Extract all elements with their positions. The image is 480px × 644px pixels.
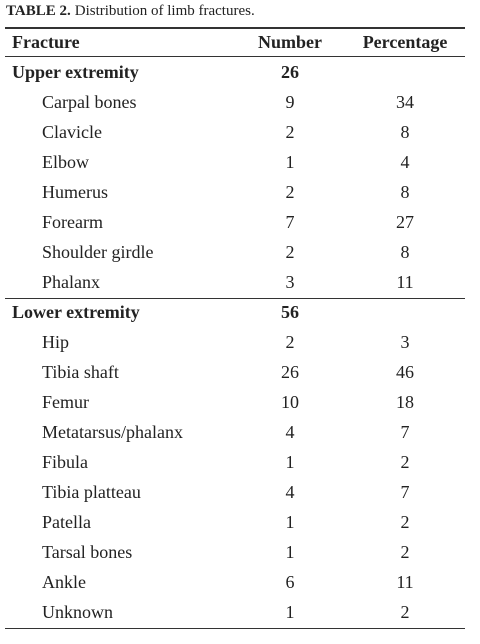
caption-label: TABLE 2. bbox=[6, 3, 71, 19]
group-name: Lower extremity bbox=[12, 302, 140, 322]
group-rule bbox=[5, 298, 465, 299]
fracture-number: 2 bbox=[285, 122, 295, 142]
fracture-number: 2 bbox=[285, 242, 295, 262]
group-total: 26 bbox=[281, 62, 299, 82]
fracture-percentage: 2 bbox=[400, 602, 410, 622]
fracture-percentage: 27 bbox=[396, 212, 414, 232]
group-rule bbox=[5, 628, 465, 629]
fracture-percentage: 8 bbox=[400, 122, 410, 142]
fracture-number: 10 bbox=[281, 392, 299, 412]
fracture-percentage: 3 bbox=[400, 332, 410, 352]
fracture-name: Fibula bbox=[42, 452, 89, 472]
fracture-number: 4 bbox=[285, 482, 295, 502]
fracture-percentage: 2 bbox=[400, 542, 410, 562]
fracture-name: Carpal bones bbox=[42, 92, 137, 112]
fracture-number: 1 bbox=[285, 152, 295, 172]
fracture-number: 1 bbox=[285, 512, 295, 532]
fracture-name: Hip bbox=[42, 332, 69, 352]
fracture-name: Forearm bbox=[42, 212, 103, 232]
fracture-number: 6 bbox=[285, 572, 295, 592]
header-rule bbox=[5, 56, 465, 57]
fracture-name: Clavicle bbox=[42, 122, 102, 142]
fracture-name: Shoulder girdle bbox=[42, 242, 154, 262]
fracture-percentage: 46 bbox=[396, 362, 414, 382]
fracture-number: 7 bbox=[285, 212, 295, 232]
fracture-number: 2 bbox=[285, 332, 295, 352]
fracture-number: 2 bbox=[285, 182, 295, 202]
group-name: Upper extremity bbox=[12, 62, 139, 82]
fracture-percentage: 34 bbox=[396, 92, 414, 112]
fracture-name: Tibia shaft bbox=[42, 362, 119, 382]
fracture-number: 9 bbox=[285, 92, 295, 112]
header-cell: Fracture bbox=[12, 32, 80, 52]
fracture-percentage: 11 bbox=[396, 272, 414, 292]
fracture-name: Tarsal bones bbox=[42, 542, 133, 562]
fracture-percentage: 2 bbox=[400, 512, 410, 532]
fracture-percentage: 8 bbox=[400, 182, 410, 202]
header-cell: Number bbox=[258, 32, 322, 52]
fracture-percentage: 7 bbox=[400, 422, 410, 442]
group-total: 56 bbox=[281, 302, 299, 322]
fracture-percentage: 7 bbox=[400, 482, 410, 502]
fracture-name: Tibia platteau bbox=[42, 482, 141, 502]
caption-text: Distribution of limb fractures. bbox=[74, 3, 255, 19]
fracture-number: 26 bbox=[281, 362, 299, 382]
fracture-name: Elbow bbox=[42, 152, 89, 172]
fracture-number: 3 bbox=[285, 272, 295, 292]
fracture-name: Unknown bbox=[42, 602, 113, 622]
top-rule bbox=[5, 27, 465, 29]
fracture-number: 1 bbox=[285, 602, 295, 622]
fracture-name: Patella bbox=[42, 512, 91, 532]
fracture-number: 4 bbox=[285, 422, 295, 442]
fracture-number: 1 bbox=[285, 542, 295, 562]
fracture-percentage: 18 bbox=[396, 392, 414, 412]
fracture-percentage: 2 bbox=[400, 452, 410, 472]
caption: TABLE 2. Distribution of limb fractures. bbox=[6, 3, 259, 20]
fracture-name: Metatarsus/phalanx bbox=[42, 422, 183, 442]
header-cell: Percentage bbox=[362, 32, 448, 52]
fracture-name: Phalanx bbox=[42, 272, 100, 292]
fracture-number: 1 bbox=[285, 452, 295, 472]
fracture-name: Humerus bbox=[42, 182, 108, 202]
fracture-percentage: 11 bbox=[396, 572, 414, 592]
fracture-name: Femur bbox=[42, 392, 89, 412]
fracture-percentage: 8 bbox=[400, 242, 410, 262]
fracture-percentage: 4 bbox=[400, 152, 410, 172]
fracture-name: Ankle bbox=[42, 572, 86, 592]
